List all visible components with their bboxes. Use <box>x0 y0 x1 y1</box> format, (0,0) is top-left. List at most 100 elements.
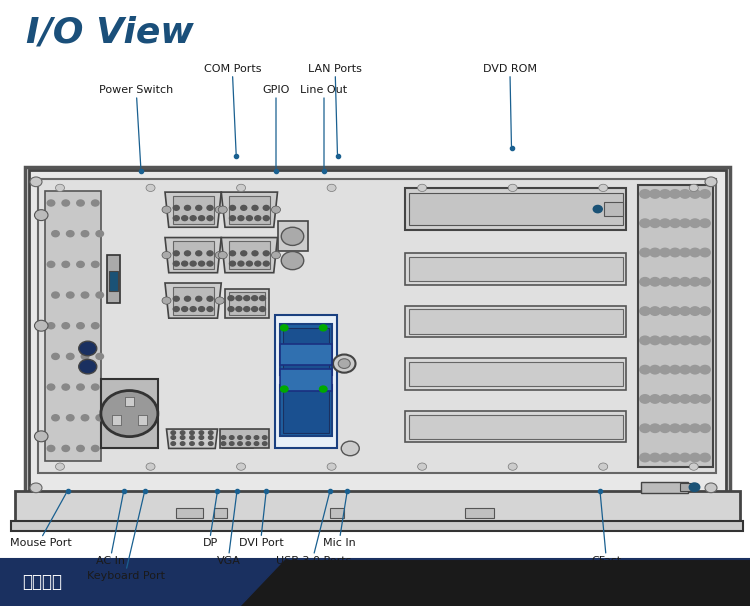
Circle shape <box>418 184 427 191</box>
Circle shape <box>252 205 258 210</box>
Circle shape <box>238 436 242 439</box>
Circle shape <box>47 384 55 390</box>
Circle shape <box>660 190 670 198</box>
Circle shape <box>230 442 234 445</box>
Circle shape <box>76 384 84 390</box>
Circle shape <box>162 297 171 304</box>
Circle shape <box>670 307 680 315</box>
Circle shape <box>173 251 179 256</box>
Bar <box>280 369 332 391</box>
Circle shape <box>81 292 88 298</box>
Circle shape <box>76 261 84 267</box>
Circle shape <box>56 463 64 470</box>
Circle shape <box>190 442 194 445</box>
Circle shape <box>76 200 84 206</box>
Circle shape <box>52 292 59 298</box>
Circle shape <box>199 216 205 221</box>
Circle shape <box>47 445 55 451</box>
Circle shape <box>244 296 250 301</box>
Circle shape <box>650 424 660 433</box>
Circle shape <box>650 248 660 257</box>
Circle shape <box>173 296 179 301</box>
Circle shape <box>173 216 179 221</box>
Circle shape <box>670 248 680 257</box>
Circle shape <box>690 219 700 227</box>
Bar <box>229 292 265 315</box>
Circle shape <box>79 359 97 374</box>
Bar <box>176 508 203 518</box>
Circle shape <box>30 483 42 493</box>
Circle shape <box>252 251 258 256</box>
Text: VGA: VGA <box>217 556 241 566</box>
Circle shape <box>650 453 660 462</box>
Bar <box>112 415 121 424</box>
Circle shape <box>338 359 350 368</box>
Text: LAN Ports: LAN Ports <box>308 64 362 74</box>
Circle shape <box>272 206 280 213</box>
Circle shape <box>705 177 717 187</box>
Text: 产品参数: 产品参数 <box>22 573 62 591</box>
Circle shape <box>700 453 710 462</box>
Circle shape <box>30 177 42 187</box>
Polygon shape <box>221 238 278 273</box>
Circle shape <box>690 248 700 257</box>
Circle shape <box>184 205 190 210</box>
Circle shape <box>650 278 660 286</box>
Circle shape <box>67 415 74 421</box>
Text: Power Switch: Power Switch <box>99 85 173 95</box>
Circle shape <box>236 184 245 191</box>
Circle shape <box>180 442 184 445</box>
Circle shape <box>670 424 680 433</box>
Circle shape <box>700 424 710 433</box>
Circle shape <box>262 436 267 439</box>
Bar <box>409 257 622 281</box>
Circle shape <box>92 200 99 206</box>
Bar <box>405 188 626 230</box>
Bar <box>172 196 214 224</box>
Circle shape <box>593 205 602 213</box>
Circle shape <box>81 415 88 421</box>
Text: DVD ROM: DVD ROM <box>483 64 537 74</box>
Circle shape <box>52 415 59 421</box>
Circle shape <box>209 436 213 439</box>
Circle shape <box>660 365 670 374</box>
Circle shape <box>52 353 59 359</box>
Bar <box>405 253 626 285</box>
Circle shape <box>670 395 680 403</box>
Circle shape <box>92 261 99 267</box>
Bar <box>405 306 626 338</box>
Circle shape <box>700 190 710 198</box>
Circle shape <box>263 251 269 256</box>
Bar <box>409 362 622 386</box>
Circle shape <box>218 251 227 259</box>
Circle shape <box>207 296 213 301</box>
Circle shape <box>251 307 258 311</box>
Circle shape <box>182 216 188 221</box>
Circle shape <box>207 261 213 266</box>
Circle shape <box>47 322 55 328</box>
Circle shape <box>327 463 336 470</box>
Text: AC In: AC In <box>97 556 125 566</box>
Text: DP: DP <box>202 538 217 548</box>
Circle shape <box>79 341 97 356</box>
Circle shape <box>690 278 700 286</box>
Circle shape <box>236 296 242 301</box>
Circle shape <box>263 261 269 266</box>
Text: GPIO: GPIO <box>262 85 290 95</box>
Circle shape <box>34 431 48 442</box>
Bar <box>330 508 344 518</box>
Circle shape <box>598 463 608 470</box>
Polygon shape <box>165 283 221 318</box>
Circle shape <box>196 296 202 301</box>
Circle shape <box>640 190 650 198</box>
Circle shape <box>254 436 259 439</box>
Circle shape <box>180 436 184 439</box>
Circle shape <box>238 216 244 221</box>
Circle shape <box>333 355 356 373</box>
Circle shape <box>640 453 650 462</box>
Circle shape <box>209 442 213 445</box>
Circle shape <box>96 292 104 298</box>
Circle shape <box>650 395 660 403</box>
Bar <box>214 508 227 518</box>
Bar <box>45 191 101 461</box>
